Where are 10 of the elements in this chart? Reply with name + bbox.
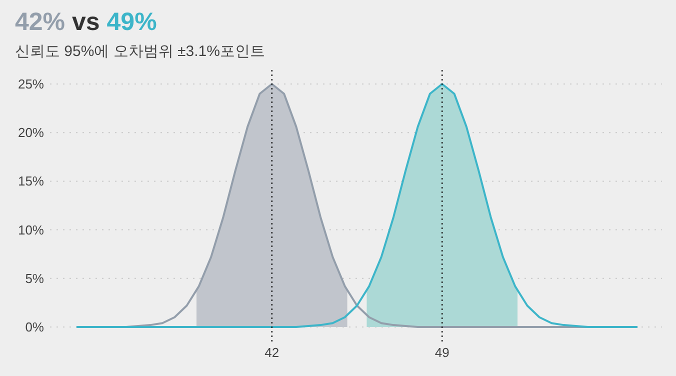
y-tick-label: 15% bbox=[18, 174, 44, 189]
y-tick-label: 25% bbox=[18, 76, 44, 92]
chart-subtitle: 신뢰도 95%에 오차범위 ±3.1%포인트 bbox=[15, 43, 265, 60]
y-tick-label: 0% bbox=[25, 320, 44, 334]
x-tick-label: 42 bbox=[264, 345, 280, 360]
y-tick-label: 5% bbox=[25, 270, 44, 286]
y-tick-label: 10% bbox=[18, 222, 44, 238]
x-tick-label: 49 bbox=[434, 345, 450, 360]
chart-title: 42% vs 49% bbox=[15, 8, 157, 36]
y-tick-label: 20% bbox=[18, 125, 44, 140]
